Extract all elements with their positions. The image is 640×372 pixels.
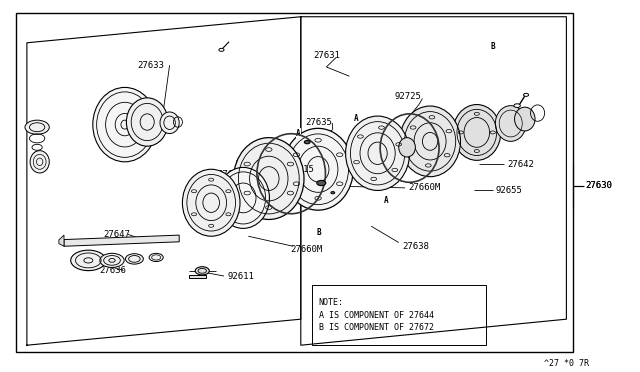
- Ellipse shape: [453, 105, 501, 160]
- Ellipse shape: [305, 140, 310, 144]
- Ellipse shape: [127, 98, 168, 146]
- Ellipse shape: [317, 180, 326, 186]
- Ellipse shape: [331, 192, 335, 194]
- Ellipse shape: [93, 87, 157, 162]
- Text: 27630: 27630: [586, 182, 612, 190]
- Text: 27647: 27647: [104, 230, 131, 239]
- Ellipse shape: [217, 167, 269, 228]
- Text: 27635: 27635: [305, 118, 332, 127]
- Text: A IS COMPONENT OF 27644: A IS COMPONENT OF 27644: [319, 311, 434, 320]
- Ellipse shape: [70, 250, 106, 271]
- Ellipse shape: [30, 151, 49, 173]
- Text: 92715: 92715: [288, 165, 315, 174]
- Polygon shape: [59, 235, 64, 246]
- Ellipse shape: [400, 106, 461, 177]
- Ellipse shape: [283, 128, 353, 210]
- Text: B: B: [316, 228, 321, 237]
- Text: B: B: [490, 42, 495, 51]
- Bar: [16, 13, 573, 352]
- Text: A: A: [250, 219, 255, 228]
- Text: A: A: [296, 129, 301, 138]
- Polygon shape: [64, 235, 179, 246]
- Text: ^27 *0 7R: ^27 *0 7R: [544, 359, 589, 368]
- Text: 27660M: 27660M: [290, 245, 322, 254]
- Text: 27631: 27631: [314, 51, 340, 60]
- Ellipse shape: [125, 254, 143, 264]
- Ellipse shape: [195, 267, 209, 275]
- Polygon shape: [237, 150, 346, 202]
- Ellipse shape: [346, 116, 410, 190]
- Text: 92725: 92725: [395, 92, 422, 101]
- Text: 27642: 27642: [507, 160, 534, 169]
- Text: A: A: [353, 114, 358, 123]
- Ellipse shape: [160, 112, 179, 134]
- Ellipse shape: [182, 169, 240, 236]
- Ellipse shape: [100, 253, 124, 267]
- Text: B IS COMPONENT OF 27672: B IS COMPONENT OF 27672: [319, 323, 434, 332]
- Ellipse shape: [234, 138, 304, 219]
- Text: NOTE:: NOTE:: [319, 298, 344, 307]
- Ellipse shape: [25, 120, 49, 134]
- Text: 27641: 27641: [218, 170, 244, 179]
- Text: A: A: [384, 196, 389, 205]
- Text: 27633: 27633: [138, 61, 164, 70]
- Ellipse shape: [524, 93, 529, 96]
- Text: B: B: [239, 179, 244, 187]
- Text: 27630: 27630: [586, 182, 612, 190]
- Polygon shape: [189, 275, 206, 278]
- Text: 27638: 27638: [402, 242, 429, 251]
- Ellipse shape: [399, 138, 415, 157]
- Text: A: A: [262, 176, 267, 185]
- Text: 27636: 27636: [99, 266, 126, 275]
- Bar: [312, 285, 486, 345]
- Ellipse shape: [495, 106, 526, 141]
- Ellipse shape: [149, 253, 163, 262]
- Text: 92655: 92655: [496, 186, 523, 195]
- Ellipse shape: [515, 107, 535, 131]
- Ellipse shape: [514, 104, 520, 108]
- Text: 27660M: 27660M: [408, 183, 440, 192]
- Text: 92611: 92611: [227, 272, 254, 280]
